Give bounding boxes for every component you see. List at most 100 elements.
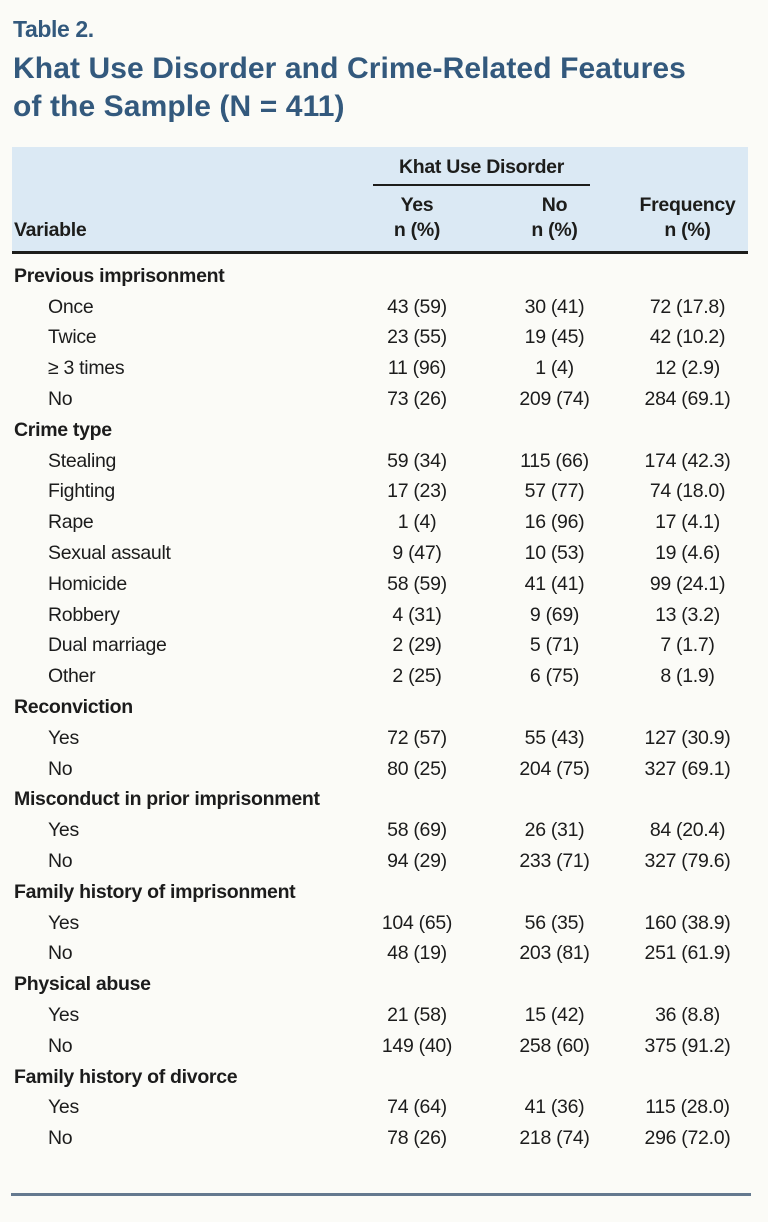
row-label: Other bbox=[48, 665, 96, 688]
cell-frequency: 17 (4.1) bbox=[655, 511, 720, 534]
row-label: ≥ 3 times bbox=[48, 357, 125, 380]
table-title-line2: of the Sample (N = 411) bbox=[13, 90, 345, 123]
table-row: Yes 58 (69) 26 (31) 84 (20.4) bbox=[12, 815, 748, 846]
section-row: Misconduct in prior imprisonment bbox=[12, 785, 748, 816]
row-label: Sexual assault bbox=[48, 542, 171, 565]
cell-frequency: 12 (2.9) bbox=[655, 357, 720, 380]
row-label: No bbox=[48, 757, 73, 780]
row-label: No bbox=[48, 388, 73, 411]
cell-no: 16 (96) bbox=[524, 511, 585, 534]
table-row: No 94 (29) 233 (71) 327 (79.6) bbox=[12, 846, 748, 877]
cell-no: 30 (41) bbox=[524, 295, 585, 318]
row-label: Homicide bbox=[48, 572, 127, 595]
table-bottom-rule bbox=[11, 1193, 751, 1196]
cell-no: 10 (53) bbox=[524, 542, 585, 565]
section-label: Family history of divorce bbox=[14, 1065, 238, 1088]
cell-yes: 2 (25) bbox=[392, 665, 442, 688]
cell-no: 9 (69) bbox=[529, 603, 580, 626]
cell-no: 258 (60) bbox=[519, 1034, 590, 1057]
cell-yes: 23 (55) bbox=[387, 326, 447, 349]
cell-frequency: 115 (28.0) bbox=[645, 1096, 730, 1119]
table-row: Other 2 (25) 6 (75) 8 (1.9) bbox=[12, 661, 748, 692]
cell-frequency: 74 (18.0) bbox=[649, 480, 726, 503]
table-title: Khat Use Disorder and Crime-Related Feat… bbox=[13, 50, 761, 126]
table-row: No 48 (19) 203 (81) 251 (61.9) bbox=[12, 939, 748, 970]
cell-frequency: 13 (3.2) bbox=[655, 603, 720, 626]
row-label: Yes bbox=[48, 1004, 79, 1027]
section-label: Family history of imprisonment bbox=[14, 880, 296, 903]
cell-yes: 74 (64) bbox=[387, 1096, 447, 1119]
row-label: Fighting bbox=[48, 480, 115, 503]
table-row: No 80 (25) 204 (75) 327 (69.1) bbox=[12, 754, 748, 785]
section-row: Crime type bbox=[12, 415, 748, 446]
cell-yes: 59 (34) bbox=[387, 449, 447, 472]
section-label: Physical abuse bbox=[14, 973, 151, 996]
cell-frequency: 84 (20.4) bbox=[649, 819, 726, 842]
column-header-variable: Variable bbox=[14, 219, 87, 241]
table-title-line1: Khat Use Disorder and Crime-Related Feat… bbox=[13, 52, 686, 85]
column-header-yes: Yes n (%) bbox=[352, 193, 482, 243]
table-row: Robbery 4 (31) 9 (69) 13 (3.2) bbox=[12, 600, 748, 631]
cell-no: 19 (45) bbox=[524, 326, 585, 349]
section-row: Physical abuse bbox=[12, 969, 748, 1000]
cell-frequency: 127 (30.9) bbox=[644, 726, 731, 749]
section-row: Previous imprisonment bbox=[12, 261, 748, 292]
row-label: Yes bbox=[48, 1096, 79, 1119]
section-label: Crime type bbox=[14, 418, 112, 441]
row-label: Yes bbox=[48, 819, 79, 842]
section-row: Family history of imprisonment bbox=[12, 877, 748, 908]
cell-yes: 149 (40) bbox=[381, 1034, 453, 1057]
column-header-no-sub: n (%) bbox=[531, 219, 578, 241]
row-label: Robbery bbox=[48, 603, 120, 626]
cell-yes: 2 (29) bbox=[392, 634, 442, 657]
cell-yes: 58 (59) bbox=[387, 572, 447, 595]
cell-yes: 72 (57) bbox=[387, 726, 447, 749]
cell-yes: 21 (58) bbox=[387, 1004, 447, 1027]
cell-no: 55 (43) bbox=[524, 726, 585, 749]
row-label: Stealing bbox=[48, 449, 117, 472]
row-label: Once bbox=[48, 295, 94, 318]
cell-no: 15 (42) bbox=[524, 1004, 585, 1027]
table-row: No 78 (26) 218 (74) 296 (72.0) bbox=[12, 1123, 748, 1154]
row-label: Yes bbox=[48, 726, 79, 749]
row-label: Dual marriage bbox=[48, 634, 167, 657]
cell-no: 218 (74) bbox=[519, 1127, 590, 1150]
cell-frequency: 42 (10.2) bbox=[649, 326, 726, 349]
table-body: Previous imprisonment Once 43 (59) 30 (41) 7… bbox=[12, 258, 748, 1154]
row-label: No bbox=[48, 850, 73, 873]
cell-no: 115 (66) bbox=[520, 449, 589, 472]
section-label: Previous imprisonment bbox=[14, 264, 225, 287]
column-header-frequency-label: Frequency bbox=[639, 194, 736, 216]
cell-frequency: 251 (61.9) bbox=[644, 942, 731, 965]
cell-no: 6 (75) bbox=[529, 665, 580, 688]
table-row: Once 43 (59) 30 (41) 72 (17.8) bbox=[12, 292, 748, 323]
cell-frequency: 296 (72.0) bbox=[644, 1127, 731, 1150]
cell-yes: 58 (69) bbox=[387, 819, 447, 842]
table-row: Dual marriage 2 (29) 5 (71) 7 (1.7) bbox=[12, 631, 748, 662]
cell-no: 203 (81) bbox=[519, 942, 590, 965]
cell-frequency: 375 (91.2) bbox=[644, 1034, 731, 1057]
table-row: Fighting 17 (23) 57 (77) 74 (18.0) bbox=[12, 477, 748, 508]
column-header-yes-label: Yes bbox=[400, 194, 434, 216]
cell-no: 41 (41) bbox=[524, 572, 585, 595]
column-header-frequency: Frequency n (%) bbox=[627, 193, 748, 243]
cell-yes: 43 (59) bbox=[387, 295, 447, 318]
section-label: Reconviction bbox=[14, 696, 133, 719]
table-row: Yes 21 (58) 15 (42) 36 (8.8) bbox=[12, 1000, 748, 1031]
cell-frequency: 174 (42.3) bbox=[644, 449, 731, 472]
cell-yes: 4 (31) bbox=[392, 603, 442, 626]
cell-yes: 48 (19) bbox=[387, 942, 447, 965]
row-label: No bbox=[48, 942, 73, 965]
row-label: No bbox=[48, 1127, 73, 1150]
table-row: Twice 23 (55) 19 (45) 42 (10.2) bbox=[12, 323, 748, 354]
column-header-row: Variable Yes n (%) No n (%) Frequency n … bbox=[12, 186, 748, 251]
cell-frequency: 36 (8.8) bbox=[655, 1004, 720, 1027]
cell-frequency: 8 (1.9) bbox=[660, 665, 715, 688]
table-row: Homicide 58 (59) 41 (41) 99 (24.1) bbox=[12, 569, 748, 600]
cell-no: 5 (71) bbox=[529, 634, 580, 657]
cell-yes: 9 (47) bbox=[392, 542, 442, 565]
row-label: Yes bbox=[48, 911, 79, 934]
table-row: Yes 72 (57) 55 (43) 127 (30.9) bbox=[12, 723, 748, 754]
table-header-band: Khat Use Disorder Variable Yes n (%) No … bbox=[12, 147, 748, 254]
